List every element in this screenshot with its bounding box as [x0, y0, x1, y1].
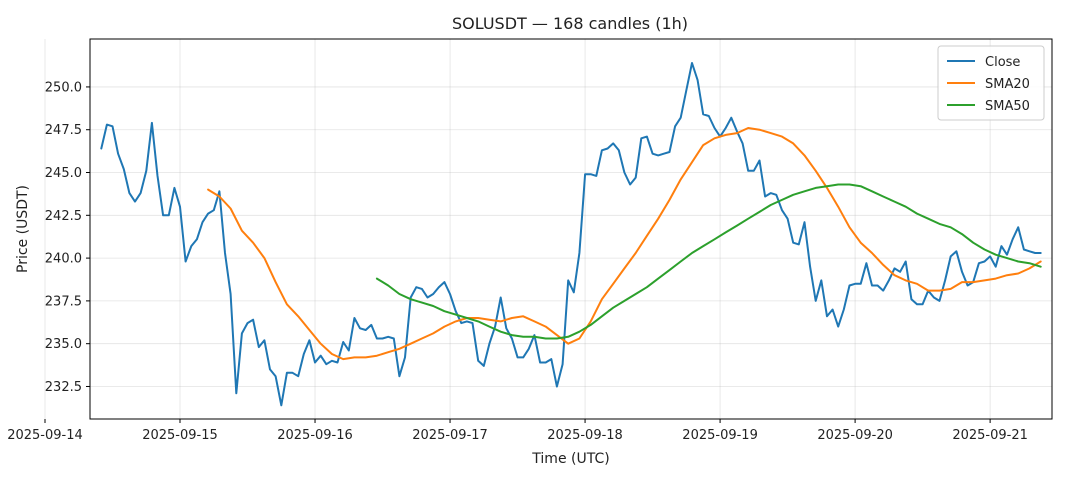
- y-tick-label: 232.5: [45, 380, 82, 395]
- legend-label-close: Close: [985, 55, 1020, 70]
- y-axis-title: Price (USDT): [15, 185, 31, 273]
- x-tick-label: 2025-09-20: [817, 428, 893, 443]
- x-tick-label: 2025-09-15: [142, 428, 218, 443]
- legend-box: [937, 45, 1045, 121]
- series-line-sma20: [207, 127, 1042, 361]
- legend-label-sma20: SMA20: [985, 77, 1030, 92]
- x-axis-title: Time (UTC): [531, 451, 609, 467]
- y-tick-label: 250.0: [45, 80, 82, 95]
- x-tick-label: 2025-09-14: [7, 428, 83, 443]
- y-tick-label: 240.0: [45, 252, 82, 267]
- x-tick-label: 2025-09-16: [277, 428, 353, 443]
- legend-label-sma50: SMA50: [985, 99, 1030, 114]
- plot-frame: [89, 38, 1053, 420]
- y-tick-label: 247.5: [45, 123, 82, 138]
- grid-lines: [44, 39, 1052, 419]
- axes: 232.5 235.0 237.5 240.0 242.5 245.0 247.5 250.0…: [7, 80, 1028, 443]
- series-line-sma50: [375, 183, 1042, 340]
- y-tick-label: 237.5: [45, 294, 82, 309]
- y-tick-label: 245.0: [45, 166, 82, 181]
- y-tick-label: 242.5: [45, 209, 82, 224]
- x-tick-label: 2025-09-19: [682, 428, 758, 443]
- chart-title: SOLUSDT — 168 candles (1h): [452, 14, 688, 33]
- x-tick-label: 2025-09-17: [412, 428, 488, 443]
- legend: Close SMA20 SMA50: [937, 45, 1045, 121]
- y-tick-label: 235.0: [45, 337, 82, 352]
- x-tick-label: 2025-09-18: [547, 428, 623, 443]
- x-tick-label: 2025-09-21: [952, 428, 1028, 443]
- series-line-close: [100, 62, 1042, 407]
- series-lines: [100, 62, 1042, 407]
